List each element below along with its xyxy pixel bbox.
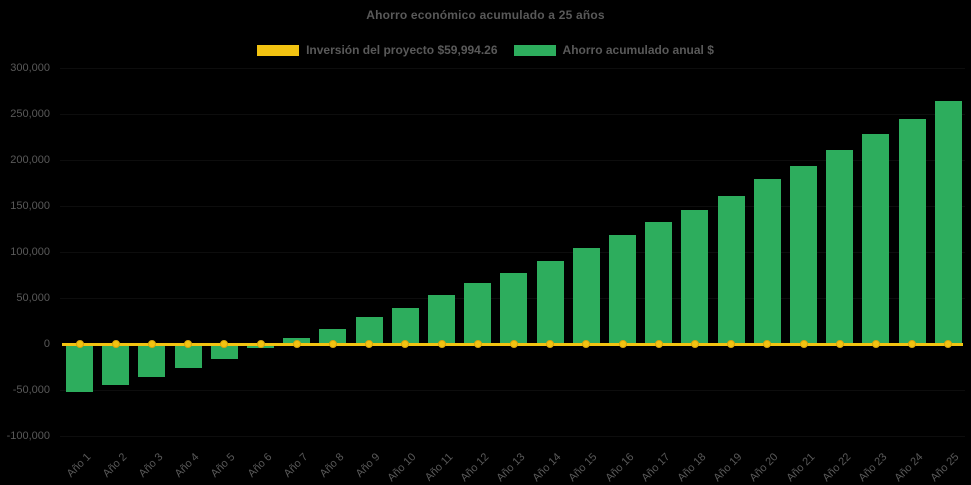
legend-label-investment: Inversión del proyecto $59,994.26 bbox=[306, 43, 498, 57]
investment-line-marker bbox=[256, 340, 265, 348]
investment-line-marker bbox=[908, 340, 917, 348]
investment-line-marker bbox=[184, 340, 193, 348]
investment-line-marker bbox=[763, 340, 772, 348]
investment-line-marker bbox=[871, 340, 880, 348]
gridline bbox=[60, 390, 965, 391]
y-tick-label: 300,000 bbox=[10, 62, 50, 74]
investment-line-marker bbox=[365, 340, 374, 348]
y-tick-label: 200,000 bbox=[10, 154, 50, 166]
bar-ano-25 bbox=[934, 101, 962, 344]
investment-line-marker bbox=[509, 340, 518, 348]
savings-bar-swatch-icon bbox=[513, 44, 556, 56]
bar-ano-16 bbox=[609, 235, 636, 344]
bar-ano-2 bbox=[102, 344, 130, 386]
x-tick-label: Año 1 bbox=[64, 451, 93, 480]
plot-area bbox=[60, 68, 965, 437]
bar-ano-14 bbox=[536, 260, 564, 344]
bar-ano-11 bbox=[428, 294, 455, 344]
investment-line-marker bbox=[147, 340, 156, 348]
bar-ano-1 bbox=[66, 344, 93, 392]
bar-ano-8 bbox=[319, 329, 347, 344]
bar-ano-22 bbox=[826, 149, 854, 344]
investment-line-marker bbox=[546, 340, 555, 348]
y-tick-label: 50,000 bbox=[16, 292, 50, 304]
investment-line-marker bbox=[437, 340, 446, 348]
chart-title: Ahorro económico acumulado a 25 años bbox=[366, 8, 605, 22]
gridline bbox=[60, 160, 965, 161]
y-tick-label: -100,000 bbox=[6, 430, 50, 442]
bar-ano-5 bbox=[210, 344, 238, 360]
investment-line-marker bbox=[401, 340, 410, 348]
bar-ano-13 bbox=[500, 273, 528, 344]
investment-line-marker bbox=[75, 340, 84, 348]
investment-line-marker bbox=[727, 340, 736, 348]
bar-ano-21 bbox=[790, 165, 817, 344]
bar-ano-23 bbox=[862, 134, 890, 344]
gridline bbox=[60, 114, 965, 115]
legend-item-investment: Inversión del proyecto $59,994.26 bbox=[257, 43, 498, 57]
investment-line-marker bbox=[582, 340, 591, 348]
bar-ano-24 bbox=[898, 118, 926, 344]
investment-line-marker bbox=[690, 340, 699, 348]
gridline bbox=[60, 206, 965, 207]
bar-ano-19 bbox=[717, 195, 745, 344]
y-tick-label: 150,000 bbox=[10, 200, 50, 212]
investment-line-marker bbox=[944, 340, 953, 348]
investment-line-marker bbox=[220, 340, 229, 348]
bar-ano-20 bbox=[753, 179, 781, 344]
investment-line-marker bbox=[473, 340, 482, 348]
legend-item-savings: Ahorro acumulado anual $ bbox=[513, 43, 714, 57]
bar-ano-10 bbox=[391, 307, 419, 344]
bar-ano-17 bbox=[645, 222, 673, 344]
legend: Inversión del proyecto $59,994.26 Ahorro… bbox=[0, 41, 971, 59]
investment-line-marker bbox=[618, 340, 627, 348]
bar-ano-18 bbox=[681, 209, 709, 344]
gridline bbox=[60, 252, 965, 253]
investment-line-marker bbox=[835, 340, 844, 348]
y-tick-label: 0 bbox=[43, 338, 50, 350]
gridline bbox=[60, 436, 965, 437]
bar-ano-4 bbox=[174, 344, 202, 369]
investment-line-marker bbox=[654, 340, 663, 348]
bar-ano-3 bbox=[138, 344, 166, 378]
y-tick-label: 100,000 bbox=[10, 246, 50, 258]
y-tick-label: -50,000 bbox=[12, 384, 50, 396]
investment-line-swatch-icon bbox=[257, 44, 300, 56]
bar-ano-12 bbox=[464, 283, 492, 344]
investment-line-marker bbox=[328, 340, 337, 348]
legend-label-savings: Ahorro acumulado anual $ bbox=[562, 43, 714, 57]
bar-ano-15 bbox=[572, 248, 600, 344]
investment-line-marker bbox=[799, 340, 808, 348]
y-tick-label: 250,000 bbox=[10, 108, 50, 120]
gridline bbox=[60, 68, 965, 69]
bar-ano-9 bbox=[355, 317, 383, 344]
investment-line-marker bbox=[111, 340, 120, 348]
investment-line-marker bbox=[292, 340, 301, 348]
